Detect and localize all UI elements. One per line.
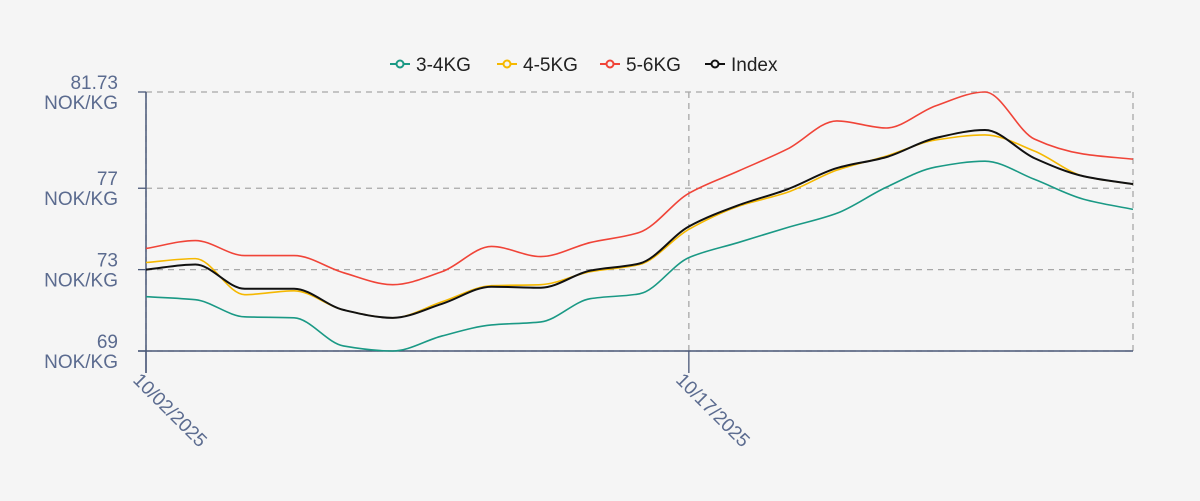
series-line-4-5kg [145,134,1134,319]
y-tick-unit: NOK/KG [44,189,118,210]
series-line-3-4kg [145,160,1134,352]
y-tick-label: 69 [97,332,118,353]
series-line-index [145,129,1134,319]
legend-marker-icon [395,59,405,69]
x-tick-label: 10/02/2025 [128,370,210,452]
legend: 3-4KG 4-5KG 5-6KG Index [390,55,778,76]
series-lines [145,91,1134,352]
y-tick-label: 73 [97,251,118,272]
legend-marker-icon [605,59,615,69]
legend-item: 5-6KG [600,55,681,76]
y-tick-label: 77 [97,169,118,190]
y-tick-unit: NOK/KG [44,93,118,114]
legend-item: 4-5KG [497,55,578,76]
legend-marker-icon [710,59,720,69]
y-tick-unit: NOK/KG [44,271,118,292]
x-tick-label: 10/17/2025 [671,370,753,452]
legend-item: 3-4KG [390,55,471,76]
y-tick-label: 81.73 [70,73,118,94]
legend-label: 5-6KG [626,55,681,76]
y-tick-unit: NOK/KG [44,352,118,373]
legend-label: 4-5KG [523,55,578,76]
axes: 69NOK/KG73NOK/KG77NOK/KG81.73NOK/KG10/02… [44,73,1133,452]
legend-marker-icon [502,59,512,69]
legend-label: 3-4KG [416,55,471,76]
series-line-5-6kg [145,91,1134,286]
legend-label: Index [731,55,778,76]
legend-item: Index [705,55,778,76]
